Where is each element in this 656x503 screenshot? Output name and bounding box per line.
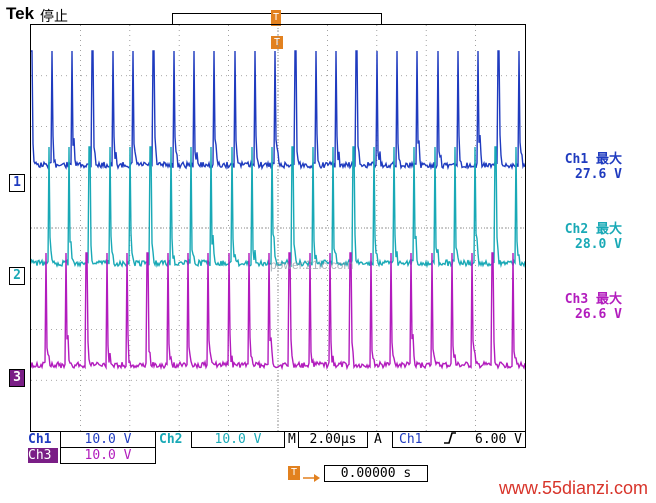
rising-edge-icon [443, 431, 457, 445]
ch2-ground-marker[interactable]: 2 [9, 267, 25, 285]
ch3-max-measurement: Ch3 最大 26.6 V [540, 292, 622, 322]
ch2-label: Ch2 [159, 432, 183, 447]
watermark-text: power.21ic.com [270, 258, 354, 272]
graticule [31, 25, 525, 431]
ch1-max-value: 27.6 V [575, 167, 622, 182]
acquisition-status: 停止 [40, 9, 68, 25]
waveform-display [30, 25, 526, 431]
ch3-waveform [30, 252, 526, 371]
ch3-max-label: Ch3 最大 [564, 292, 622, 307]
ch2-max-value: 28.0 V [575, 237, 622, 252]
ch1-scale[interactable]: 10.0 V [60, 431, 156, 448]
ch2-max-label: Ch2 最大 [564, 222, 622, 237]
arrow-right-icon [302, 468, 322, 482]
ch2-scale[interactable]: 10.0 V [191, 431, 285, 448]
ch3-label: Ch3 [28, 448, 58, 463]
ch2-max-measurement: Ch2 最大 28.0 V [540, 222, 622, 252]
ch1-waveform [31, 50, 526, 171]
trigger-mode: A [374, 432, 382, 447]
trigger-position-marker[interactable]: T [271, 36, 283, 49]
tek-brand-logo: Tek [6, 4, 35, 23]
ch3-scale[interactable]: 10.0 V [60, 447, 156, 464]
oscilloscope-screen [30, 24, 526, 432]
timebase-label: M [288, 432, 296, 447]
ch3-max-value: 26.6 V [575, 307, 622, 322]
record-trigger-marker: T [271, 10, 281, 26]
ch2-waveform [30, 146, 526, 269]
ch3-ground-marker[interactable]: 3 [9, 369, 25, 387]
timebase-scale[interactable]: 2.00µs [298, 431, 368, 448]
trigger-source: Ch1 [399, 432, 423, 447]
ch1-ground-marker[interactable]: 1 [9, 174, 25, 192]
ch1-label: Ch1 [28, 432, 52, 447]
site-watermark: www.55dianzi.com [498, 478, 648, 498]
trigger-level: 6.00 V [475, 432, 522, 447]
waveform-traces [30, 50, 526, 371]
trigger-offset-icon: T [288, 466, 300, 480]
ch1-max-measurement: Ch1 最大 27.6 V [540, 152, 622, 182]
trigger-settings[interactable]: Ch1 6.00 V [392, 431, 526, 448]
trigger-offset-value[interactable]: 0.00000 s [324, 465, 428, 482]
ch1-max-label: Ch1 最大 [564, 152, 622, 167]
